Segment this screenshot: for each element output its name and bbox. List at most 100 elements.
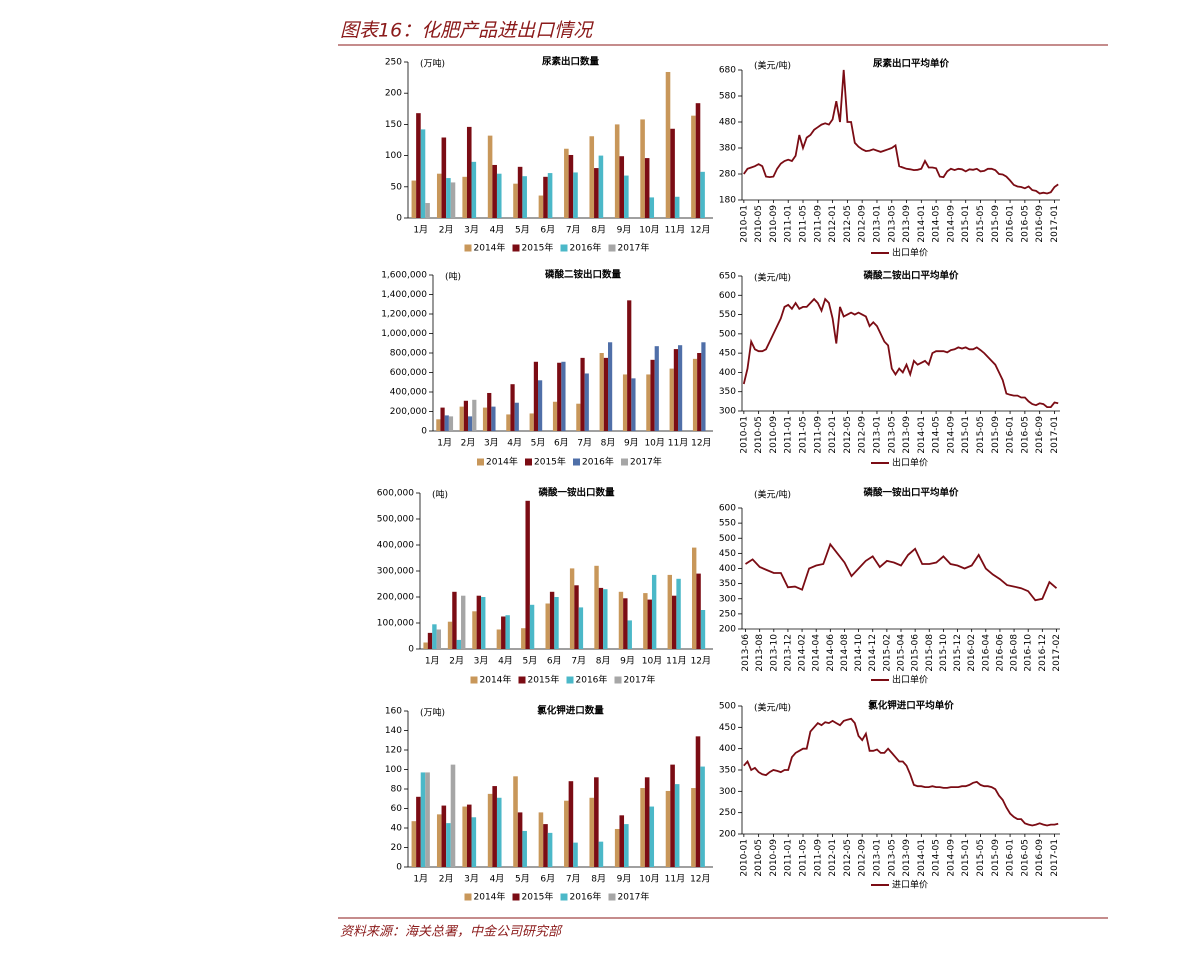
bar: [594, 168, 599, 218]
bar: [487, 793, 493, 867]
bar: [669, 368, 674, 431]
bar: [599, 353, 604, 431]
bar: [547, 173, 553, 218]
x-tick-label: 3月: [474, 656, 489, 667]
x-tick-label: 8月: [596, 656, 611, 667]
x-tick-label: 2017-01: [1050, 839, 1060, 877]
y-tick-label: 580: [719, 92, 736, 102]
x-tick-label: 2010-05: [754, 205, 764, 243]
x-tick-label: 2010-09: [769, 205, 779, 243]
y-tick-label: 1,400,000: [381, 290, 427, 300]
x-tick-label: 6月: [540, 874, 555, 885]
x-tick-label: 2010-05: [754, 416, 764, 454]
x-tick-label: 2016-01: [1006, 205, 1016, 243]
bar: [665, 71, 671, 218]
x-tick-label: 2010-01: [739, 416, 749, 454]
x-tick-label: 2016-01: [1006, 839, 1016, 877]
bar: [510, 384, 515, 431]
y-tick-label: 300: [719, 407, 736, 417]
x-tick-label: 2016-05: [1020, 416, 1030, 454]
y-tick-label: 550: [719, 519, 736, 529]
x-tick-label: 12月: [691, 438, 711, 449]
x-tick-label: 2017-02: [1052, 634, 1062, 672]
legend-swatch: [621, 458, 628, 466]
unit-label: (美元/吨): [754, 60, 791, 72]
x-tick-label: 2014-01: [917, 416, 927, 454]
y-tick-label: 250: [385, 58, 402, 68]
x-tick-label: 2014-01: [917, 205, 927, 243]
bar: [598, 587, 604, 649]
x-tick-label: 5月: [531, 438, 546, 449]
bar: [654, 346, 659, 431]
y-tick-label: 280: [719, 170, 736, 180]
unit-label: (万吨): [420, 58, 445, 70]
bar: [573, 172, 578, 218]
line-series: [745, 542, 1058, 602]
x-tick-label: 2014-09: [946, 839, 956, 877]
y-tick-label: 450: [719, 349, 736, 359]
chart-title: 磷酸二铵出口平均单价: [863, 270, 959, 282]
legend-label: 2015年: [522, 242, 554, 254]
x-tick-label: 2014-12: [868, 634, 878, 672]
x-tick-label: 6月: [554, 438, 569, 449]
x-tick-label: 2011-09: [813, 205, 823, 243]
y-tick-label: 0: [396, 863, 402, 873]
bar: [411, 180, 417, 218]
x-tick-label: 2010-01: [739, 839, 749, 877]
bar: [543, 176, 548, 218]
x-tick-label: 2016-05: [1020, 205, 1030, 243]
line-series: [743, 69, 1059, 195]
x-tick-label: 2015-05: [976, 205, 986, 243]
x-tick-label: 2015-01: [961, 416, 971, 454]
bar: [568, 781, 574, 867]
x-tick-label: 2017-01: [1050, 205, 1060, 243]
bar: [700, 766, 705, 867]
x-tick-label: 2月: [461, 438, 476, 449]
legend-swatch: [518, 676, 526, 684]
bar: [432, 624, 437, 649]
x-tick-label: 2012-05: [843, 416, 853, 454]
y-tick-label: 550: [719, 310, 736, 320]
y-tick-label: 380: [719, 144, 736, 154]
legend-label: 2015年: [528, 674, 560, 686]
bar: [529, 413, 534, 431]
bar: [547, 832, 553, 867]
x-tick-label: 2013-12: [783, 634, 793, 672]
x-tick-label: 2013-08: [755, 634, 765, 672]
bar: [552, 401, 558, 431]
bar: [651, 574, 657, 649]
bar: [436, 173, 442, 218]
bar: [594, 777, 599, 867]
x-tick-label: 2010-05: [754, 839, 764, 877]
x-tick-label: 2011-05: [799, 205, 809, 243]
x-tick-label: 5月: [515, 225, 530, 236]
y-tick-label: 480: [719, 118, 736, 128]
legend-swatch: [477, 458, 484, 466]
legend-label: 2017年: [618, 891, 650, 903]
x-tick-label: 2015-09: [991, 416, 1001, 454]
legend-label: 2015年: [522, 891, 554, 903]
y-tick-label: 650: [719, 272, 736, 282]
bar: [459, 406, 464, 431]
x-tick-label: 2012-09: [858, 416, 868, 454]
x-tick-label: 4月: [490, 874, 505, 885]
bar: [416, 796, 421, 867]
bar: [618, 591, 624, 649]
bar: [517, 812, 523, 867]
y-tick-label: 680: [719, 66, 736, 76]
bar: [650, 359, 655, 431]
x-tick-label: 2013-01: [872, 839, 882, 877]
bar: [554, 597, 559, 649]
bar: [670, 764, 675, 867]
x-tick-label: 2013-10: [769, 634, 779, 672]
legend-swatch: [470, 676, 478, 684]
x-tick-label: 4月: [507, 438, 522, 449]
x-tick-label: 7月: [566, 225, 581, 236]
legend-label: 2014年: [480, 674, 512, 686]
chart-title: 磷酸一铵出口平均单价: [863, 487, 959, 499]
y-tick-label: 80: [391, 785, 403, 795]
y-tick-label: 500: [719, 329, 736, 339]
y-tick-label: 300: [719, 787, 736, 797]
bar: [462, 176, 467, 218]
y-tick-label: 0: [421, 427, 427, 437]
